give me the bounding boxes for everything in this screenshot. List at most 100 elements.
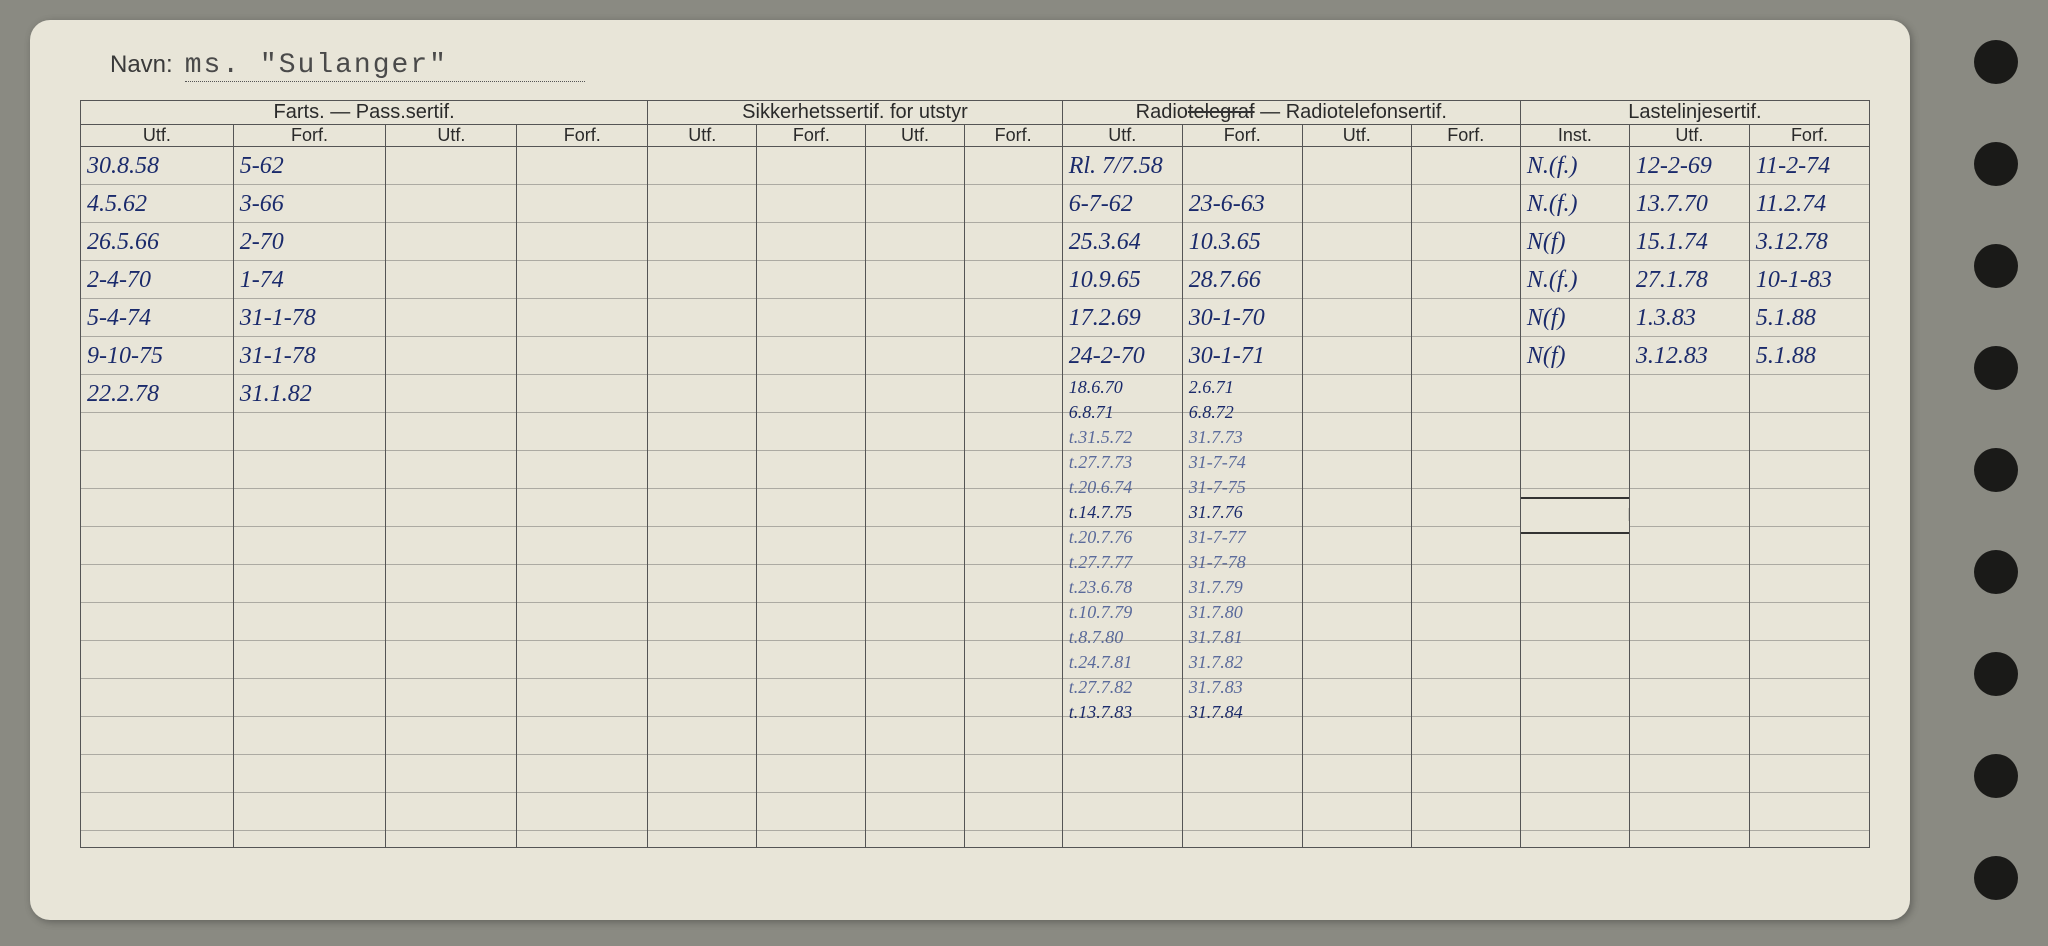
header-pass: Farts. — Pass.sertif. [81,101,648,125]
sub-sik-forf2: Forf. [964,125,1062,147]
name-value: ms. "Sulanger" [185,50,585,82]
col-pass-utf: 30.8.584.5.6226.5.662-4-705-4-749-10-752… [81,147,234,848]
cell-value: 5.1.88 [1750,337,1869,375]
cell-value: 31.7.80 [1183,600,1302,625]
cell-value: 3.12.83 [1630,337,1749,375]
cell-value: 24-2-70 [1063,337,1182,375]
cell-value: 17.2.69 [1063,299,1182,337]
cell-value: t.14.7.75 [1063,500,1182,525]
cell-value: t.24.7.81 [1063,650,1182,675]
cell-value: 10.3.65 [1183,223,1302,261]
cell-value: t.27.7.82 [1063,675,1182,700]
cell-value: 30-1-71 [1183,337,1302,375]
hole-icon [1974,40,2018,84]
cell-value: 31-7-77 [1183,525,1302,550]
sub-rad-forf: Forf. [1182,125,1302,147]
cell-value: 27.1.78 [1630,261,1749,299]
cell-value: 31.7.76 [1183,500,1302,525]
cell-value: 12-2-69 [1630,147,1749,185]
cell-value: 5-4-74 [81,299,233,337]
hole-icon [1974,244,2018,288]
cell-value: N(f) [1521,223,1629,261]
cell-value: 6-7-62 [1063,185,1182,223]
cell-value: 13.7.70 [1630,185,1749,223]
cell-value: 22.2.78 [81,375,233,413]
cell-value: 31.7.84 [1183,700,1302,725]
cell-value: t.8.7.80 [1063,625,1182,650]
cell-value: 26.5.66 [81,223,233,261]
cell-value: t.20.6.74 [1063,475,1182,500]
hole-icon [1974,448,2018,492]
cell-value: 2-70 [234,223,386,261]
cell-value: 6.8.71 [1063,400,1182,425]
binder-holes [1974,40,2018,900]
col-sik-forf2 [964,147,1062,848]
hole-icon [1974,856,2018,900]
sub-pass-utf2: Utf. [386,125,517,147]
sub-las-utf: Utf. [1629,125,1749,147]
cell-value: t.23.6.78 [1063,575,1182,600]
sub-rad-utf2: Utf. [1302,125,1411,147]
cell-value: t.27.7.77 [1063,550,1182,575]
name-row: Navn: ms. "Sulanger" [110,50,1870,82]
sub-rad-utf: Utf. [1062,125,1182,147]
col-sik-utf [648,147,757,848]
col-rad-forf: 23-6-6310.3.6528.7.6630-1-7030-1-712.6.7… [1182,147,1302,848]
sub-pass-forf: Forf. [233,125,386,147]
cell-value: 31-7-78 [1183,550,1302,575]
sub-pass-utf: Utf. [81,125,234,147]
hole-icon [1974,652,2018,696]
col-rad-utf: Rl. 7/7.586-7-6225.3.6410.9.6517.2.6924-… [1062,147,1182,848]
cell-value: 10.9.65 [1063,261,1182,299]
cell-value: 31.7.73 [1183,425,1302,450]
sub-sik-utf2: Utf. [866,125,964,147]
cell-value: t.31.5.72 [1063,425,1182,450]
col-rad-utf2 [1302,147,1411,848]
header-laste: Lastelinjesertif. [1520,101,1869,125]
cell-value: N.(f.) [1521,261,1629,299]
cell-value: 31.7.81 [1183,625,1302,650]
col-las-inst: N.(f.)N.(f.)N(f)N.(f.)N(f)N(f) Bem. oppg… [1520,147,1629,848]
cell-value: 31-7-75 [1183,475,1302,500]
col-pass-utf2 [386,147,517,848]
header-radio-pre: Radio [1136,101,1188,123]
sub-pass-forf2: Forf. [517,125,648,147]
cell-value: Rl. 7/7.58 [1063,147,1182,185]
cell-value: 18.6.70 [1063,375,1182,400]
bem-label: Bem. oppgave [1520,497,1629,534]
sub-sik-forf: Forf. [757,125,866,147]
cell-value: 15.1.74 [1630,223,1749,261]
cell-value: 11.2.74 [1750,185,1869,223]
header-radio: Radiotelegraf — Radiotelefonsertif. [1062,101,1520,125]
cell-value: 25.3.64 [1063,223,1182,261]
cell-value: N(f) [1521,299,1629,337]
cell-value: 3.12.78 [1750,223,1869,261]
cell-value: 5.1.88 [1750,299,1869,337]
col-sik-utf2 [866,147,964,848]
certificate-table: Farts. — Pass.sertif. Sikkerhetssertif. … [80,100,1870,848]
cell-value: t.20.7.76 [1063,525,1182,550]
header-radio-strike: telegraf [1188,101,1255,123]
group-header-row: Farts. — Pass.sertif. Sikkerhetssertif. … [81,101,1870,125]
hole-icon [1974,142,2018,186]
col-pass-forf2 [517,147,648,848]
cell-value: 31.7.83 [1183,675,1302,700]
cell-value: 31.7.79 [1183,575,1302,600]
cell-value: 31-1-78 [234,337,386,375]
cell-value: N(f) [1521,337,1629,375]
name-label: Navn: [110,51,173,79]
index-card: Navn: ms. "Sulanger" Farts. — Pass.serti… [30,20,1910,920]
col-rad-forf2 [1411,147,1520,848]
sub-las-forf: Forf. [1749,125,1869,147]
hole-icon [1974,550,2018,594]
header-radio-post: — Radiotelefonsertif. [1255,101,1447,123]
col-las-forf: 11-2-7411.2.743.12.7810-1-835.1.885.1.88 [1749,147,1869,848]
col-pass-forf: 5-623-662-701-7431-1-7831-1-7831.1.82 [233,147,386,848]
sub-rad-forf2: Forf. [1411,125,1520,147]
cell-value: 11-2-74 [1750,147,1869,185]
cell-value: 2-4-70 [81,261,233,299]
sub-header-row: Utf. Forf. Utf. Forf. Utf. Forf. Utf. Fo… [81,125,1870,147]
cell-value: N.(f.) [1521,185,1629,223]
cell-value: t.13.7.83 [1063,700,1182,725]
hole-icon [1974,346,2018,390]
